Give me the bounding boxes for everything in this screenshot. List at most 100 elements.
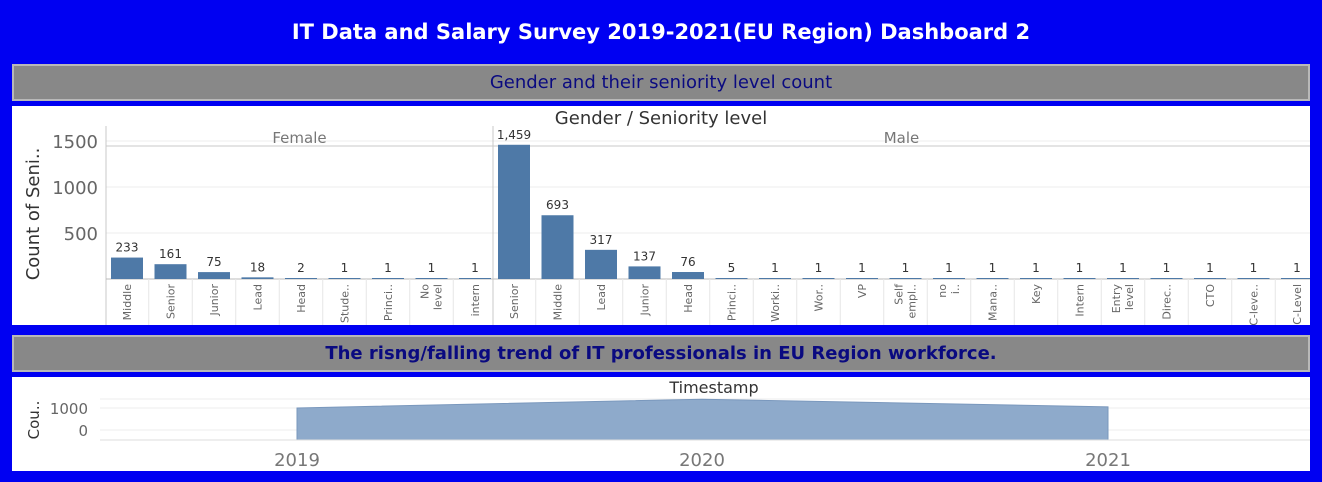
bar-category-label: Senior — [165, 284, 178, 320]
bar-value-label: 5 — [728, 261, 736, 275]
bar-female-1 — [154, 264, 187, 279]
bar-female-4 — [285, 278, 317, 279]
bar-category-label: Direc.. — [1161, 284, 1174, 320]
area-series — [296, 398, 1109, 441]
bar-male-2 — [585, 249, 617, 279]
bar-value-label: 1 — [815, 261, 823, 275]
bar-value-label: 1 — [471, 261, 479, 275]
bar-value-label: 1 — [428, 261, 436, 275]
bar-category-label: Lead — [252, 284, 265, 310]
bar-chart-title: Gender / Seniority level — [555, 108, 767, 129]
bar-value-label: 1 — [1076, 261, 1084, 275]
bar-male-8 — [846, 278, 878, 279]
bar-category-label: VP — [856, 284, 869, 299]
bar-male-6 — [759, 278, 791, 279]
bar-category-label: Entrylevel — [1110, 284, 1136, 314]
bar-category-label: Intern — [1074, 284, 1087, 317]
bar-female-7 — [415, 278, 448, 279]
bar-category-label-part: level — [432, 284, 445, 310]
bar-category-label: Junior — [639, 284, 652, 317]
bar-male-13 — [1063, 278, 1096, 279]
bar-value-label: 161 — [159, 247, 182, 261]
bar-value-label: 75 — [206, 255, 221, 269]
bar-category-label: Princi.. — [726, 284, 739, 321]
bar-category-label: Selfempl.. — [893, 283, 919, 319]
area-y-tick-label: 0 — [78, 422, 88, 440]
bar-female-8 — [459, 278, 491, 279]
bar-female-3 — [241, 277, 274, 279]
bar-value-label: 317 — [590, 233, 613, 247]
bar-male-0 — [498, 144, 530, 279]
bar-value-label: 1 — [341, 261, 349, 275]
bar-male-18 — [1281, 278, 1310, 279]
trend-chart: Timestamp Cou.. 0 1000 2019 2020 2021 — [25, 378, 1310, 471]
bar-value-label: 1 — [945, 261, 953, 275]
gender-seniority-header: Gender and their seniority level count — [12, 64, 1310, 101]
bar-category-label: Senior — [508, 284, 521, 320]
bar-category-label: Wor.. — [813, 284, 826, 311]
bar-category-label-part: Self — [893, 283, 906, 305]
bar-value-label: 1 — [1293, 261, 1301, 275]
bar-female-0 — [111, 257, 143, 279]
bar-value-label: 1 — [1032, 261, 1040, 275]
bar-y-tick-label: 500 — [64, 224, 98, 245]
bar-value-label: 2 — [297, 261, 305, 275]
bar-value-label: 1 — [771, 261, 779, 275]
bar-category-label: Head — [682, 284, 695, 313]
bar-male-17 — [1237, 278, 1270, 279]
bar-category-label-part: No — [419, 284, 432, 299]
bar-female-2 — [198, 272, 230, 279]
gender-seniority-panel: Gender / Seniority level Count of Seni.. 5… — [12, 106, 1310, 325]
bar-male-3 — [628, 266, 661, 279]
panel-label-female: Female — [272, 129, 326, 147]
bar-category-label: C-Level — [1291, 284, 1304, 325]
bar-value-label: 1 — [858, 261, 866, 275]
bar-category-label: Mana.. — [987, 284, 1000, 321]
bar-category-label-part: no — [936, 284, 949, 298]
bar-category-label: Junior — [208, 284, 221, 317]
bar-category-label: intern — [469, 284, 482, 316]
bar-value-label: 693 — [546, 198, 569, 212]
bar-category-label: C-leve.. — [1248, 284, 1261, 325]
bar-category-label: Key — [1030, 284, 1043, 304]
bar-value-label: 137 — [633, 249, 656, 263]
area-y-axis-label: Cou.. — [25, 401, 43, 440]
area-chart-title: Timestamp — [668, 378, 758, 397]
bar-male-15 — [1150, 278, 1183, 279]
trend-header: The risng/falling trend of IT profession… — [12, 335, 1310, 372]
bar-category-label: Stude.. — [339, 284, 352, 323]
bar-category-label-part: Entry — [1110, 284, 1123, 314]
bar-category-label-part: empl.. — [906, 284, 919, 319]
bar-category-label: CTO — [1204, 284, 1217, 307]
bar-value-label: 1,459 — [497, 128, 531, 142]
bar-value-label: 233 — [116, 241, 139, 255]
bar-category-label: Nolevel — [419, 284, 445, 310]
bar-value-label: 76 — [680, 255, 695, 269]
bar-value-label: 1 — [384, 261, 392, 275]
area-x-tick-label: 2021 — [1085, 450, 1131, 471]
bar-male-4 — [672, 272, 704, 279]
area-x-tick-label: 2019 — [274, 450, 320, 471]
bar-value-label: 1 — [989, 261, 997, 275]
bar-male-12 — [1020, 278, 1052, 279]
trend-panel: Timestamp Cou.. 0 1000 2019 2020 2021 — [12, 377, 1310, 471]
bar-y-tick-label: 1500 — [52, 132, 98, 153]
bar-male-16 — [1194, 278, 1226, 279]
bar-category-label: Middle — [121, 284, 134, 321]
bar-male-7 — [802, 278, 835, 279]
bar-y-tick-label: 1000 — [52, 178, 98, 199]
bar-value-label: 18 — [250, 260, 265, 274]
bar-female-5 — [328, 278, 361, 279]
bar-value-label: 1 — [1119, 261, 1127, 275]
bar-value-label: 1 — [902, 261, 910, 275]
bar-value-label: 1 — [1206, 261, 1214, 275]
bar-category-label: Princi.. — [382, 284, 395, 321]
panel-label-male: Male — [884, 129, 920, 147]
bar-male-11 — [976, 278, 1009, 279]
bar-y-axis-label: Count of Seni.. — [23, 148, 44, 281]
bar-category-label: Worki.. — [769, 284, 782, 322]
bar-male-10 — [933, 278, 965, 279]
bar-category-label-part: level — [1123, 284, 1136, 310]
bar-category-label: noi.. — [936, 284, 962, 298]
bar-value-label: 1 — [1163, 261, 1171, 275]
